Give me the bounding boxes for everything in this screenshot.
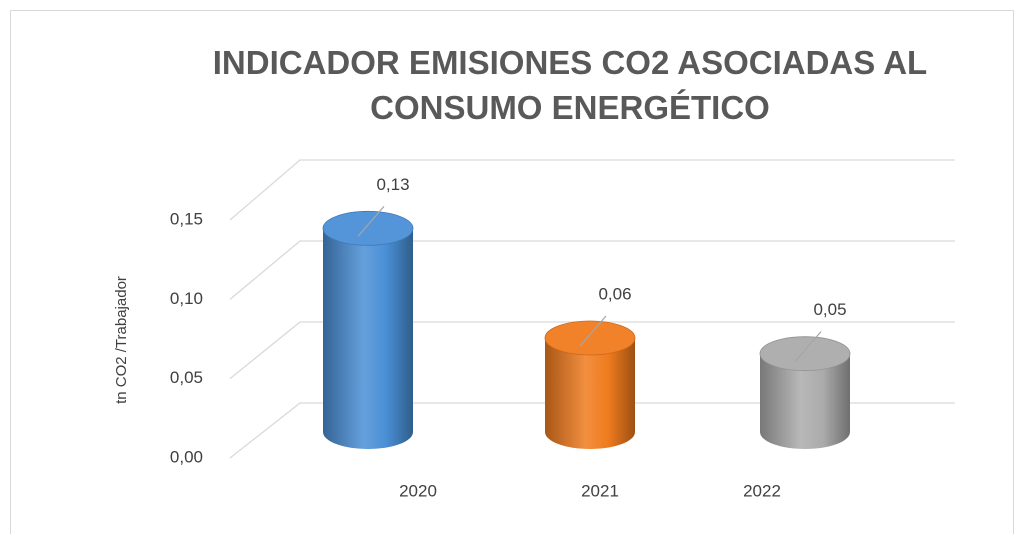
y-axis-label: tn CO2 /Trabajador bbox=[113, 276, 130, 404]
bar-top bbox=[759, 336, 851, 372]
y-tick-label: 0,10 bbox=[170, 289, 203, 308]
bar bbox=[545, 338, 635, 449]
grid-line bbox=[229, 240, 955, 300]
grid-line bbox=[229, 321, 955, 380]
leader-line bbox=[794, 331, 822, 363]
x-tick-label: 2022 bbox=[743, 481, 781, 500]
x-tick-label: 2021 bbox=[581, 481, 619, 500]
bar-top bbox=[544, 320, 636, 356]
leader-line bbox=[579, 315, 607, 347]
data-label: 0,13 bbox=[376, 175, 409, 194]
y-tick-label: 0,15 bbox=[170, 209, 203, 228]
data-label: 0,05 bbox=[813, 300, 846, 319]
x-tick-label: 2020 bbox=[399, 481, 437, 500]
leader-line bbox=[357, 205, 385, 237]
bar bbox=[323, 228, 413, 449]
grid-line bbox=[229, 159, 955, 221]
data-label: 0,06 bbox=[598, 284, 631, 303]
chart-title: INDICADOR EMISIONES CO2 ASOCIADAS AL CON… bbox=[212, 44, 928, 126]
y-tick-label: 0,05 bbox=[170, 368, 203, 387]
bar-top bbox=[322, 210, 414, 246]
bar bbox=[760, 353, 850, 449]
grid-line bbox=[229, 402, 955, 459]
chart-frame bbox=[10, 10, 1014, 534]
y-tick-label: 0,00 bbox=[170, 447, 203, 466]
